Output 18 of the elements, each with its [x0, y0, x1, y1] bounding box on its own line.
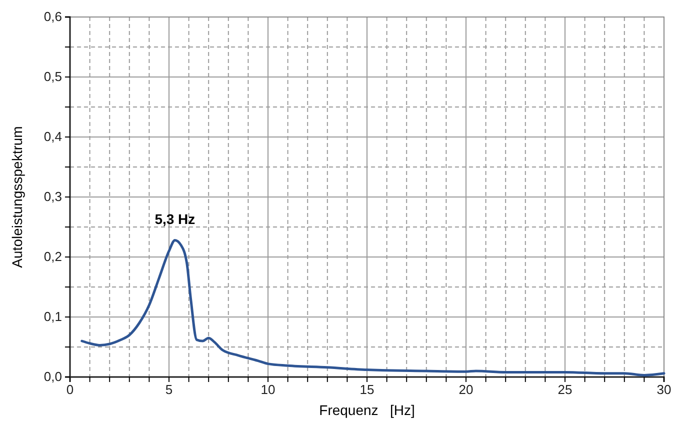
y-tick-label: 0,5	[44, 69, 62, 84]
x-tick-label: 20	[458, 382, 474, 398]
y-tick-label: 0,0	[44, 369, 62, 384]
y-axis-title: Autoleistungsspektrum	[9, 126, 25, 268]
x-tick-label: 0	[66, 382, 74, 398]
x-axis-title: Frequenz [Hz]	[319, 402, 415, 418]
x-tick-label: 15	[360, 382, 374, 398]
x-tick-label: 30	[656, 382, 672, 398]
y-tick-label: 0,2	[44, 249, 62, 264]
line-series	[80, 238, 666, 376]
y-tick-label: 0,3	[44, 189, 62, 204]
x-tick-label: 25	[558, 382, 572, 398]
y-tick-label: 0,4	[44, 129, 62, 144]
x-tick-label: 10	[260, 382, 276, 398]
y-tick-label: 0,1	[44, 309, 62, 324]
y-tick-label: 0,6	[44, 9, 62, 24]
annotation: 5,3 Hz	[154, 211, 196, 228]
x-tick-label: 5	[165, 382, 173, 398]
